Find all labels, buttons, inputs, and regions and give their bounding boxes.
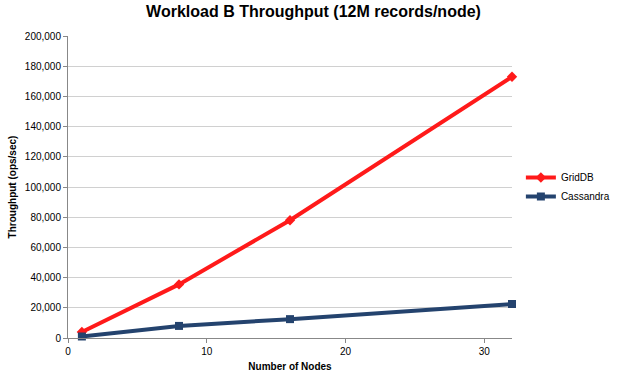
svg-text:10: 10 <box>201 346 213 357</box>
svg-text:20,000: 20,000 <box>30 302 61 313</box>
svg-text:120,000: 120,000 <box>25 151 62 162</box>
svg-text:160,000: 160,000 <box>25 91 62 102</box>
svg-text:Workload B Throughput (12M rec: Workload B Throughput (12M records/node) <box>146 3 481 20</box>
svg-text:0: 0 <box>55 333 61 344</box>
svg-text:Number of Nodes: Number of Nodes <box>248 361 332 372</box>
svg-text:140,000: 140,000 <box>25 121 62 132</box>
svg-text:20: 20 <box>340 346 352 357</box>
svg-text:GridDB: GridDB <box>561 172 594 183</box>
svg-text:Throughput (ops/sec): Throughput (ops/sec) <box>7 136 18 239</box>
svg-text:30: 30 <box>479 346 491 357</box>
svg-text:80,000: 80,000 <box>30 212 61 223</box>
svg-text:100,000: 100,000 <box>25 182 62 193</box>
svg-text:Cassandra: Cassandra <box>561 191 610 202</box>
svg-text:40,000: 40,000 <box>30 272 61 283</box>
svg-text:0: 0 <box>65 346 71 357</box>
svg-text:180,000: 180,000 <box>25 61 62 72</box>
svg-text:200,000: 200,000 <box>25 31 62 42</box>
svg-text:60,000: 60,000 <box>30 242 61 253</box>
